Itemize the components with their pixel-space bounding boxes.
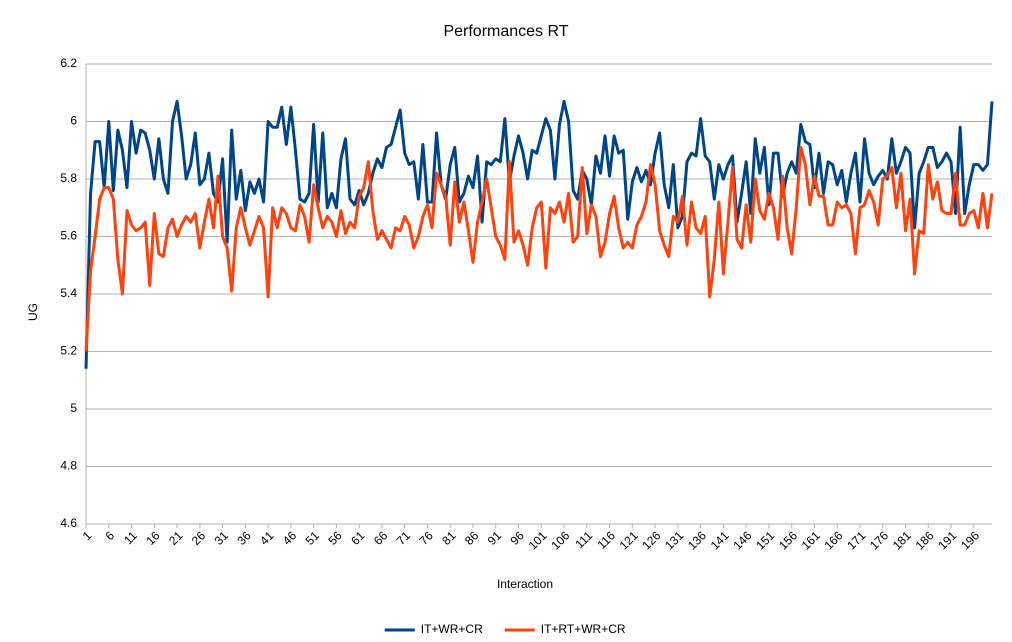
x-axis-label: Interaction	[497, 577, 553, 591]
y-tick-label: 6.2	[60, 56, 77, 70]
y-tick-label: 5.8	[60, 171, 77, 185]
legend-label: IT+RT+WR+CR	[541, 622, 626, 636]
series-line	[84, 145, 994, 352]
y-tick-label: 5.2	[60, 344, 77, 358]
y-tick-label: 6	[70, 114, 77, 128]
chart-title: Performances RT	[443, 23, 568, 40]
y-tick-label: 5.6	[60, 229, 77, 243]
y-tick-label: 4.6	[60, 516, 77, 530]
y-axis-label: UG	[26, 303, 40, 321]
y-tick-label: 5.4	[60, 286, 77, 300]
y-tick-label: 5	[70, 401, 77, 415]
y-tick-label: 4.8	[60, 459, 77, 473]
legend-label: IT+WR+CR	[421, 622, 483, 636]
series-line	[84, 99, 994, 369]
